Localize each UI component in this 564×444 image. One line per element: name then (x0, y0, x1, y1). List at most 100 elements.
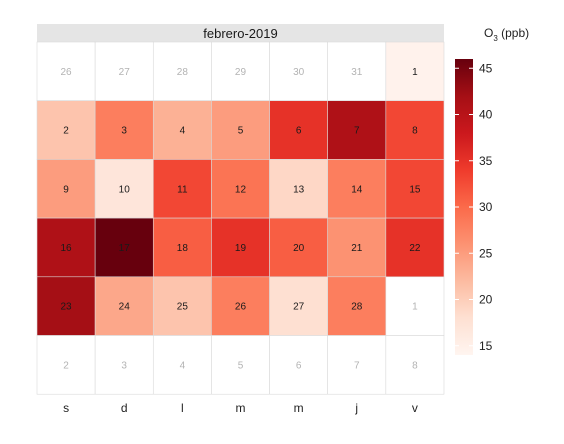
day-label: 28 (351, 302, 363, 313)
legend-tick-label: 25 (479, 246, 493, 260)
day-cell (36, 159, 96, 219)
color-legend: O3 (ppb) 15 20 25 30 35 40 45 (455, 26, 529, 355)
legend-colorbar (455, 59, 473, 355)
day-label: 27 (293, 302, 305, 313)
day-cell (211, 217, 270, 278)
day-label: 6 (296, 360, 302, 371)
weekday-label: m (294, 401, 304, 415)
legend-tick-label: 15 (479, 339, 493, 353)
day-label: 10 (119, 184, 131, 195)
day-label: 7 (354, 360, 360, 371)
day-label: 20 (293, 243, 305, 254)
day-label: 15 (409, 184, 421, 195)
legend-title-main: O (484, 26, 493, 40)
day-cell (36, 335, 96, 395)
day-label: 23 (61, 302, 73, 313)
day-cell (385, 217, 445, 278)
day-label: 31 (351, 67, 363, 78)
day-label: 1 (412, 302, 418, 313)
day-cell (327, 100, 387, 160)
day-label: 3 (121, 126, 127, 137)
day-cell (36, 217, 96, 278)
day-label: 29 (235, 67, 247, 78)
day-label: 26 (61, 67, 73, 78)
day-cell (94, 100, 154, 160)
day-cell (36, 100, 96, 160)
weekday-label: m (235, 401, 245, 415)
day-label: 22 (409, 243, 421, 254)
day-cell (211, 100, 270, 160)
legend-tick-label: 30 (479, 200, 493, 214)
month-header: febrero-2019 (37, 24, 444, 42)
day-cell (327, 276, 387, 336)
day-label: 4 (180, 126, 186, 137)
day-cell (385, 41, 445, 102)
day-cell (385, 335, 445, 395)
day-label: 24 (119, 302, 131, 313)
weekday-label: j (354, 401, 358, 415)
day-label: 2 (63, 126, 69, 137)
day-label: 1 (412, 67, 418, 78)
day-cell (211, 276, 270, 336)
weekday-label: v (412, 401, 418, 415)
day-label: 16 (61, 243, 73, 254)
legend-title-subscript: 3 (493, 34, 498, 43)
legend-tick-label: 45 (479, 61, 493, 75)
legend-tick-label: 40 (479, 108, 493, 122)
day-cell (385, 276, 445, 336)
weekday-label: l (181, 401, 184, 415)
day-cell (385, 159, 445, 219)
day-label: 5 (238, 126, 244, 137)
month-header-background (37, 24, 444, 42)
day-cell (152, 335, 212, 395)
legend-tick-label: 35 (479, 154, 493, 168)
day-label: 3 (121, 360, 127, 371)
day-cell (152, 217, 212, 278)
day-label: 21 (351, 243, 363, 254)
day-label: 17 (119, 243, 131, 254)
month-title: febrero-2019 (203, 26, 277, 41)
day-label: 28 (177, 67, 189, 78)
day-label: 5 (238, 360, 244, 371)
day-label: 9 (63, 184, 69, 195)
day-label: 7 (354, 126, 360, 137)
weekday-label: d (121, 401, 128, 415)
day-label: 25 (177, 302, 189, 313)
day-label: 12 (235, 184, 247, 195)
day-label: 18 (177, 243, 189, 254)
day-cell (327, 217, 387, 278)
day-label: 19 (235, 243, 247, 254)
legend-tick-label: 20 (479, 293, 493, 307)
day-cell (385, 100, 445, 160)
legend-title-unit: (ppb) (498, 26, 529, 40)
day-cell (269, 217, 328, 278)
day-cell (269, 159, 328, 219)
day-cell (36, 276, 96, 336)
day-cell (211, 335, 270, 395)
legend-title: O3 (ppb) (484, 26, 529, 43)
weekday-label: s (63, 401, 69, 415)
day-label: 6 (296, 126, 302, 137)
day-label: 11 (177, 184, 188, 195)
day-cell (327, 41, 387, 102)
day-cell (152, 276, 212, 336)
day-cell (94, 335, 154, 395)
day-label: 30 (293, 67, 305, 78)
day-cell (211, 159, 270, 219)
day-cell (269, 276, 328, 336)
day-label: 13 (293, 184, 305, 195)
day-cell (327, 335, 387, 395)
day-label: 14 (351, 184, 363, 195)
day-label: 26 (235, 302, 247, 313)
day-label: 8 (412, 126, 418, 137)
day-cell (269, 100, 328, 160)
day-label: 2 (63, 360, 69, 371)
day-label: 8 (412, 360, 418, 371)
day-label: 4 (180, 360, 186, 371)
day-label: 27 (119, 67, 131, 78)
legend-ticks: 15 20 25 30 35 40 45 (455, 61, 493, 353)
day-cell (269, 41, 328, 102)
